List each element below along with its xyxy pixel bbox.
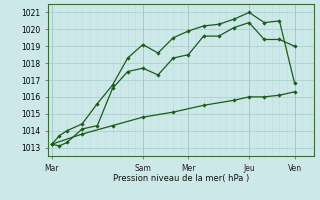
X-axis label: Pression niveau de la mer( hPa ): Pression niveau de la mer( hPa ) xyxy=(113,174,249,183)
